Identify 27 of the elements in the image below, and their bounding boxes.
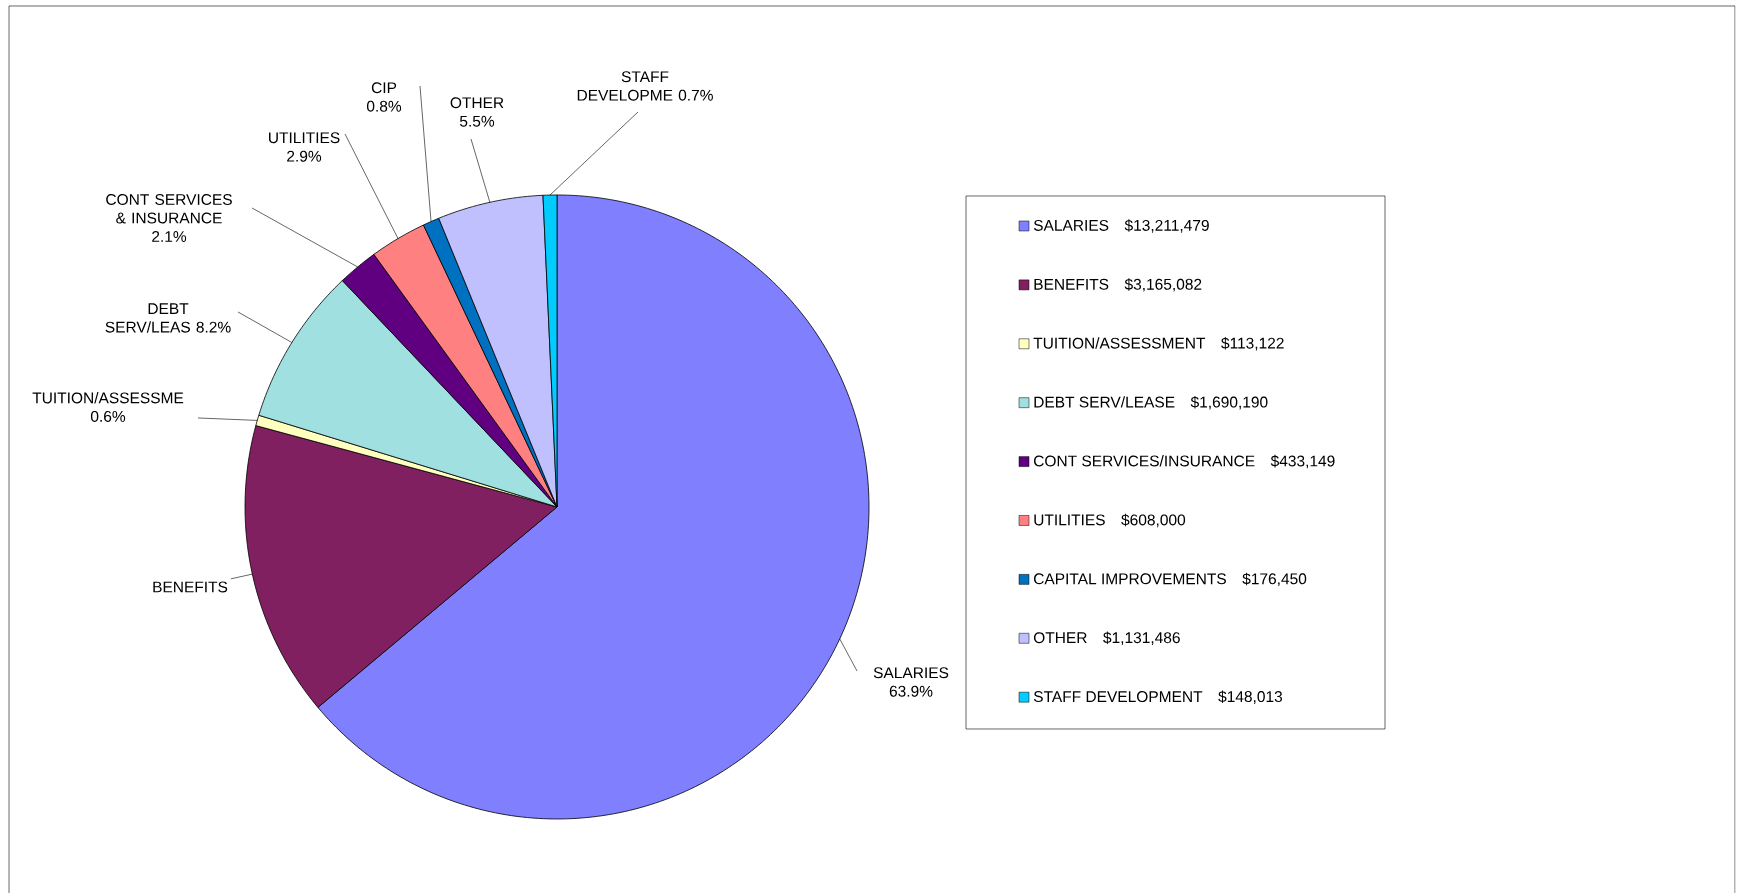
legend-label: BENEFITS xyxy=(1034,278,1109,290)
data-label: $1,131,486 xyxy=(1103,631,1180,645)
legend-label: CAPITAL IMPROVEMENTS xyxy=(1033,573,1226,585)
data-label: $608,000 xyxy=(1121,513,1186,528)
text: UTILITIES 2.9% xyxy=(269,132,340,162)
data-label: $1,690,190 xyxy=(1190,395,1268,410)
text: SALARIES 63.9% xyxy=(873,667,949,697)
data-label: $3,165,082 xyxy=(1124,278,1202,292)
legend-label: UTILITIES xyxy=(1034,514,1105,526)
data-label: $148,013 xyxy=(1218,690,1283,704)
text: CONT SERVICES & INSURANCE 2.1% xyxy=(106,193,232,242)
text: DEBT SERV/LEAS 8.2% xyxy=(105,303,231,333)
legend-label: SALARIES xyxy=(1033,219,1109,231)
text: STAFF DEVELOPME 0.7% xyxy=(577,71,713,101)
text: TUITION/ASSESSME 0.6% xyxy=(32,391,184,422)
text: OTHER 5.5% xyxy=(450,97,504,127)
data-label: $113,122 xyxy=(1221,336,1284,351)
legend-label: CONT SERVICES/INSURANCE xyxy=(1033,454,1255,467)
data-label: $13,211,479 xyxy=(1124,219,1209,233)
data-label: $176,450 xyxy=(1242,572,1307,586)
text: BENEFITS xyxy=(153,581,228,593)
data-label: $433,149 xyxy=(1270,454,1335,469)
text: CIP 0.8% xyxy=(366,82,402,112)
legend-label: OTHER xyxy=(1033,632,1087,644)
legend-label: DEBT SERV/LEASE xyxy=(1034,396,1175,408)
legend-label: TUITION/ASSESSMENT xyxy=(1033,337,1206,349)
legend-label: STAFF DEVELOPMENT xyxy=(1033,690,1203,702)
